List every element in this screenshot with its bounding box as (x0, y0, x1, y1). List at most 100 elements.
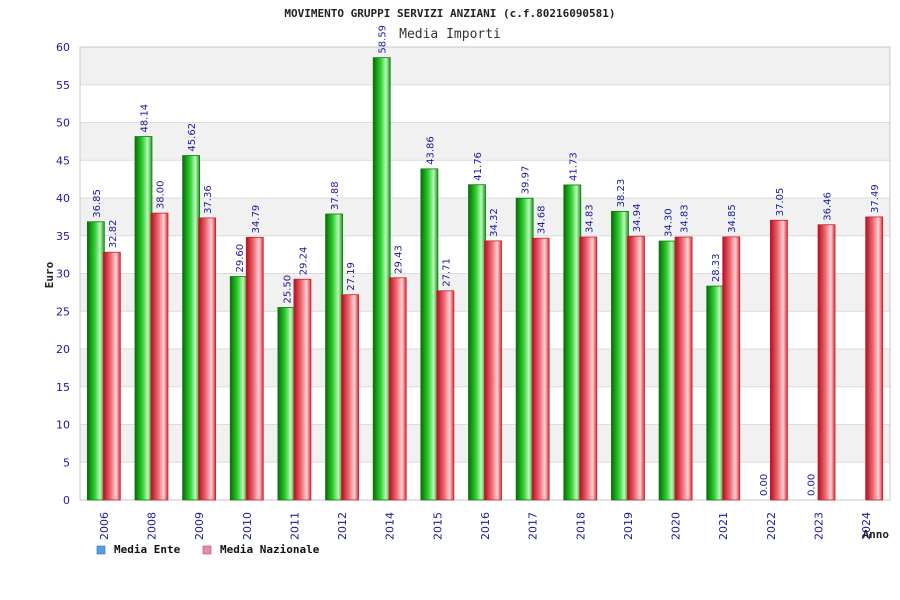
bar-media-ente-2011 (277, 307, 296, 501)
bar-media-nazionale-2010 (245, 236, 264, 501)
data-label-nazionale-2020: 34.83 (680, 204, 691, 233)
data-label-nazionale-2012: 27.19 (346, 262, 357, 291)
chart-subtitle: Media Importi (399, 27, 501, 42)
bar-media-nazionale-2012 (341, 294, 359, 501)
x-tick-label: 2012 (336, 512, 349, 540)
y-axis-label: Euro (43, 261, 56, 288)
bar-media-nazionale-2008 (150, 212, 169, 501)
y-tick-label: 35 (56, 230, 70, 243)
x-tick-label: 2008 (145, 512, 158, 540)
legend-label-nazionale: Media Nazionale (220, 543, 320, 556)
data-label-nazionale-2017: 34.68 (537, 206, 548, 235)
data-label-nazionale-2008: 38.00 (155, 180, 166, 209)
data-label-ente-2010: 29.60 (235, 244, 246, 273)
data-label-nazionale-2018: 34.83 (584, 204, 595, 233)
data-label-ente-2016: 41.76 (473, 152, 484, 181)
x-tick-label: 2009 (193, 512, 206, 540)
bar-media-ente-2008 (134, 136, 153, 501)
data-label-ente-2019: 38.23 (616, 179, 627, 208)
data-label-ente-2009: 45.62 (187, 123, 198, 152)
x-tick-label: 2014 (384, 512, 397, 540)
x-tick-label: 2010 (241, 512, 254, 540)
x-tick-label: 2022 (765, 512, 778, 540)
bar-media-ente-2012 (325, 213, 343, 501)
data-label-ente-2006: 36.85 (92, 189, 103, 218)
y-tick-label: 50 (56, 117, 70, 130)
y-tick-label: 0 (63, 494, 70, 507)
y-tick-label: 5 (63, 456, 70, 469)
bar-media-nazionale-2023 (817, 224, 836, 501)
bar-media-ente-2014 (372, 57, 391, 501)
data-label-nazionale-2022: 37.05 (775, 188, 786, 217)
data-label-nazionale-2024: 37.49 (870, 184, 881, 213)
data-label-nazionale-2021: 34.85 (727, 204, 738, 233)
y-axis-ticks: 0 5 10 15 20 25 30 35 40 45 50 55 60 (56, 41, 70, 507)
x-tick-label: 2018 (574, 512, 587, 540)
grid-band (80, 122, 890, 161)
data-label-ente-2017: 39.97 (521, 166, 532, 195)
data-label-nazionale-2014: 29.43 (394, 245, 405, 274)
data-label-ente-2008: 48.14 (139, 104, 150, 133)
x-tick-label: 2020 (670, 512, 683, 540)
legend-swatch-nazionale (202, 545, 212, 555)
x-tick-label: 2015 (431, 512, 444, 540)
bar-media-ente-2016 (468, 184, 486, 501)
y-tick-label: 60 (56, 41, 70, 54)
data-label-nazionale-2010: 34.79 (251, 205, 262, 234)
bar-media-ente-2009 (182, 155, 201, 501)
grid-band (80, 47, 890, 85)
bar-media-nazionale-2011 (293, 278, 312, 501)
data-label-nazionale-2015: 27.71 (441, 258, 452, 287)
x-tick-label: 2016 (479, 512, 492, 540)
bar-media-nazionale-2014 (388, 277, 407, 501)
y-tick-label: 10 (56, 419, 70, 432)
legend: Media Ente Media Nazionale (96, 543, 320, 556)
bar-media-nazionale-2022 (769, 219, 788, 501)
bar-media-nazionale-2020 (674, 236, 693, 501)
bar-media-nazionale-2021 (722, 236, 741, 501)
y-tick-label: 40 (56, 192, 70, 205)
y-tick-label: 20 (56, 343, 70, 356)
bar-media-nazionale-2017 (531, 237, 550, 501)
data-label-ente-2012: 37.88 (330, 181, 341, 210)
x-axis-label: Anno (863, 528, 890, 541)
bar-media-ente-2020 (658, 240, 677, 501)
data-label-ente-2021: 28.33 (711, 253, 722, 282)
y-tick-label: 55 (56, 79, 70, 92)
data-label-nazionale-2019: 34.94 (632, 204, 643, 233)
y-tick-label: 30 (56, 268, 70, 281)
data-label-nazionale-2006: 32.82 (108, 220, 119, 249)
bar-media-ente-2006 (86, 221, 105, 501)
x-tick-label: 2017 (527, 512, 540, 540)
value-labels: 36.85 32.82 48.14 38.00 45.62 37.36 29.60 34.79… (92, 25, 881, 496)
x-tick-label: 2011 (288, 512, 301, 540)
x-tick-label: 2023 (813, 512, 826, 540)
data-label-ente-2018: 41.73 (568, 152, 579, 181)
legend-swatch-ente (96, 545, 106, 555)
bar-media-nazionale-2019 (627, 235, 645, 501)
x-tick-label: 2006 (98, 512, 111, 540)
x-tick-label: 2024 (860, 512, 873, 540)
bar-media-ente-2015 (420, 168, 439, 501)
x-axis-ticks: 2006 2008 2009 2010 2011 2012 2014 2015 2016 2017… (98, 512, 873, 540)
bar-media-ente-2018 (563, 184, 582, 501)
bar-media-nazionale-2009 (198, 217, 217, 501)
bars (86, 57, 884, 501)
bar-media-ente-2021 (706, 285, 725, 501)
x-tick-label: 2021 (717, 512, 730, 540)
data-label-ente-2020: 34.30 (664, 208, 675, 237)
bar-media-ente-2017 (515, 197, 534, 501)
bar-media-nazionale-2016 (484, 240, 502, 501)
bar-media-nazionale-2006 (102, 251, 121, 501)
bar-media-ente-2010 (229, 276, 248, 501)
y-tick-label: 45 (56, 154, 70, 167)
chart-title: MOVIMENTO GRUPPI SERVIZI ANZIANI (c.f.80… (284, 7, 615, 20)
data-label-nazionale-2009: 37.36 (203, 185, 214, 214)
x-tick-label: 2019 (622, 512, 635, 540)
data-label-nazionale-2023: 36.46 (823, 192, 834, 221)
data-label-ente-2014: 58.59 (378, 25, 389, 54)
data-label-nazionale-2016: 34.32 (489, 208, 500, 237)
data-label-ente-2015: 43.86 (425, 136, 436, 165)
y-tick-label: 25 (56, 305, 70, 318)
data-label-nazionale-2011: 29.24 (298, 247, 309, 276)
